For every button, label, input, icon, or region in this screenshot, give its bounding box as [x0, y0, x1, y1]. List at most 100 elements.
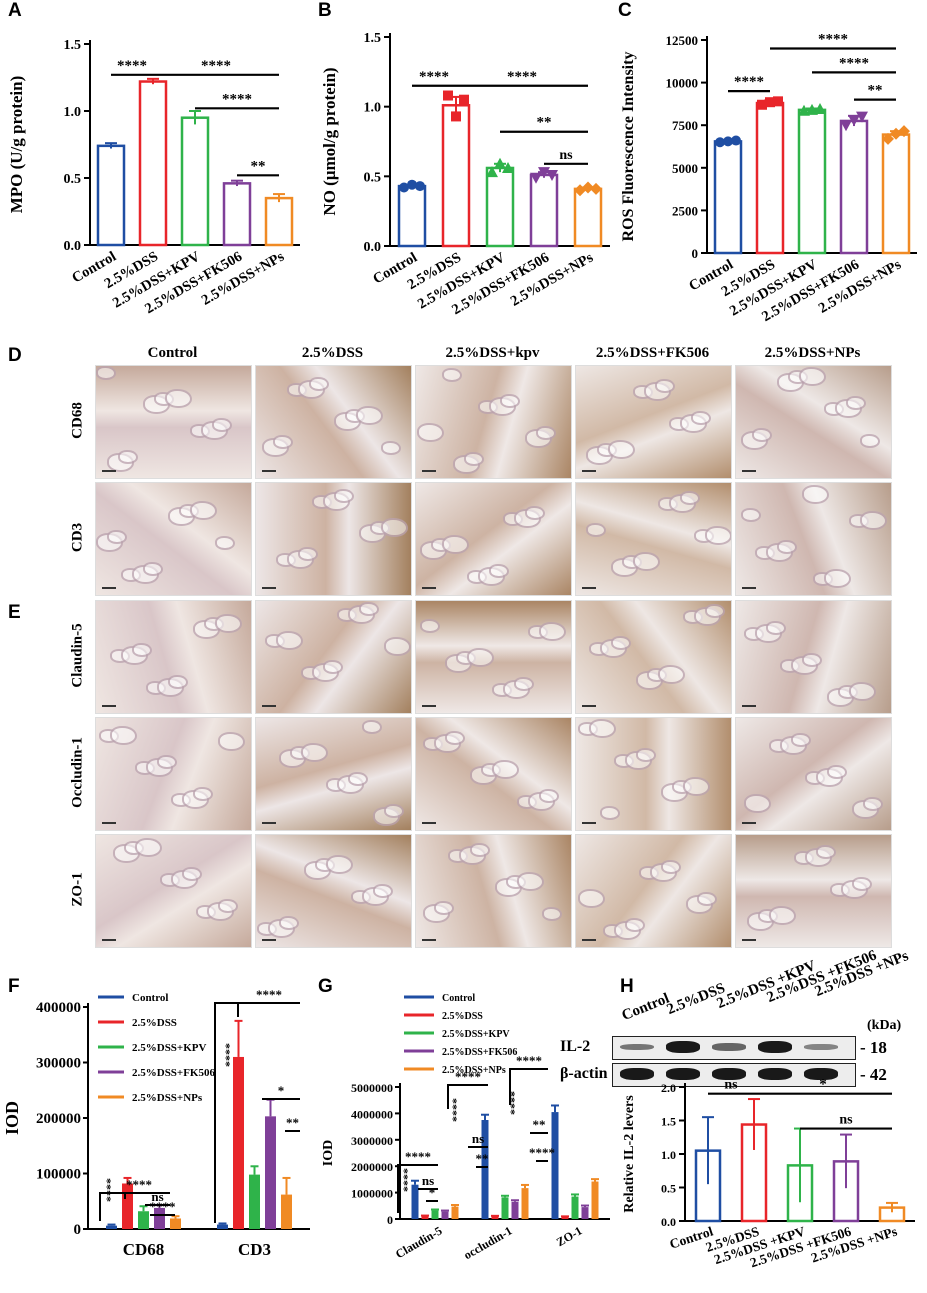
bar	[397, 184, 427, 248]
y-axis-label: NO (μmol/g protein)	[320, 67, 339, 215]
y-tick-label: 1.0	[661, 1148, 676, 1162]
y-tick-label: 0	[74, 1222, 82, 1238]
y-tick-label: 300000	[36, 1056, 81, 1072]
bar	[411, 1184, 419, 1219]
data-point	[407, 179, 417, 190]
bar	[511, 1201, 519, 1219]
data-point	[848, 115, 860, 127]
bar	[217, 1224, 228, 1229]
scale-bar	[262, 470, 276, 472]
bar	[180, 116, 210, 247]
bar	[573, 187, 603, 248]
data-point	[856, 111, 868, 123]
histology-image	[735, 834, 892, 948]
blot-band	[712, 1043, 746, 1051]
blot-kda-marker: - 18	[860, 1038, 887, 1057]
data-point	[443, 90, 453, 101]
x-tick-label: ZO-1	[554, 1223, 585, 1249]
scale-bar	[262, 822, 276, 824]
data-point	[546, 169, 558, 181]
scale-bar	[102, 705, 116, 707]
significance-label: ****	[734, 74, 764, 90]
y-tick-label: 100000	[36, 1167, 81, 1183]
histology-column-header: 2.5%DSS+kpv	[445, 345, 540, 361]
scale-bar	[742, 705, 756, 707]
bar	[561, 1216, 569, 1219]
y-tick-label: 2000000	[351, 1160, 393, 1174]
x-tick-label: occludin-1	[461, 1223, 514, 1262]
bar	[491, 1216, 499, 1219]
bar	[441, 104, 471, 248]
panel-letter-e: E	[8, 602, 21, 623]
panel-letter-f: F	[8, 976, 20, 997]
significance-label: **	[868, 83, 883, 99]
x-tick-label: CD3	[238, 1240, 271, 1259]
panel-letter-d: D	[8, 345, 22, 366]
bar	[138, 1211, 149, 1229]
bar	[421, 1216, 429, 1219]
histology-image	[735, 600, 892, 714]
legend-label: 2.5%DSS	[132, 1017, 177, 1029]
scale-bar	[742, 939, 756, 941]
significance-label: ****	[449, 1098, 463, 1122]
bar	[265, 1116, 276, 1229]
bar	[501, 1197, 509, 1219]
scale-bar	[102, 587, 116, 589]
significance-label: ****	[818, 32, 848, 48]
histology-image	[575, 834, 732, 948]
histology-image	[95, 482, 252, 596]
data-point	[814, 103, 826, 115]
legend-label: 2.5%DSS+NPs	[442, 1065, 506, 1076]
histology-image	[95, 365, 252, 479]
legend-label: 2.5%DSS+FK506	[132, 1067, 215, 1079]
panel-letter-c: C	[618, 0, 632, 21]
significance-label: ****	[529, 1145, 555, 1160]
blot-band	[758, 1068, 792, 1080]
histology-image	[575, 482, 732, 596]
histology-image	[255, 365, 412, 479]
significance-label: ****	[126, 1177, 152, 1192]
bar	[797, 108, 827, 255]
legend-label: 2.5%DSS	[442, 1011, 483, 1022]
y-tick-label: 0.5	[64, 172, 82, 187]
y-tick-label: 1.0	[64, 105, 82, 120]
data-point	[765, 97, 775, 108]
bar	[106, 1225, 117, 1229]
y-axis-label: ROS Fluorescence Intensity	[620, 52, 637, 242]
bar	[755, 101, 785, 255]
y-axis-label: MPO (U/g protein)	[7, 76, 26, 214]
histology-row-header: Claudin-5	[69, 623, 86, 688]
significance-label: **	[476, 1151, 489, 1166]
y-tick-label: 5000000	[351, 1081, 393, 1095]
bar	[222, 182, 252, 247]
y-tick-label: 4000000	[351, 1107, 393, 1121]
y-tick-label: 0.5	[661, 1182, 676, 1196]
histology-image	[415, 834, 572, 948]
significance-line	[214, 1002, 239, 1223]
scale-bar	[102, 470, 116, 472]
legend-label: 2.5%DSS+FK506	[442, 1047, 517, 1058]
bar	[839, 119, 869, 255]
blot-band	[666, 1041, 700, 1053]
blot-band	[804, 1044, 838, 1050]
data-point	[530, 172, 542, 184]
y-tick-label: 7500	[672, 118, 698, 133]
data-point	[898, 125, 910, 138]
scale-bar	[582, 705, 596, 707]
blot-row-label: β-actin	[560, 1065, 608, 1082]
data-point	[415, 181, 425, 192]
histology-row-header: CD68	[69, 402, 86, 439]
blot-kda-unit: (kDa)	[867, 1018, 902, 1033]
histology-image	[255, 600, 412, 714]
y-axis-label: IOD	[2, 1101, 22, 1135]
y-tick-label: 0	[692, 246, 699, 261]
significance-label: ****	[455, 1069, 481, 1084]
histology-column-header: 2.5%DSS+FK506	[595, 345, 710, 361]
histology-image	[735, 717, 892, 831]
y-axis-label: Relative IL-2 levers	[622, 1095, 637, 1213]
legend-label: Control	[132, 992, 168, 1004]
significance-label: ****	[117, 58, 147, 74]
significance-label: **	[537, 115, 552, 131]
